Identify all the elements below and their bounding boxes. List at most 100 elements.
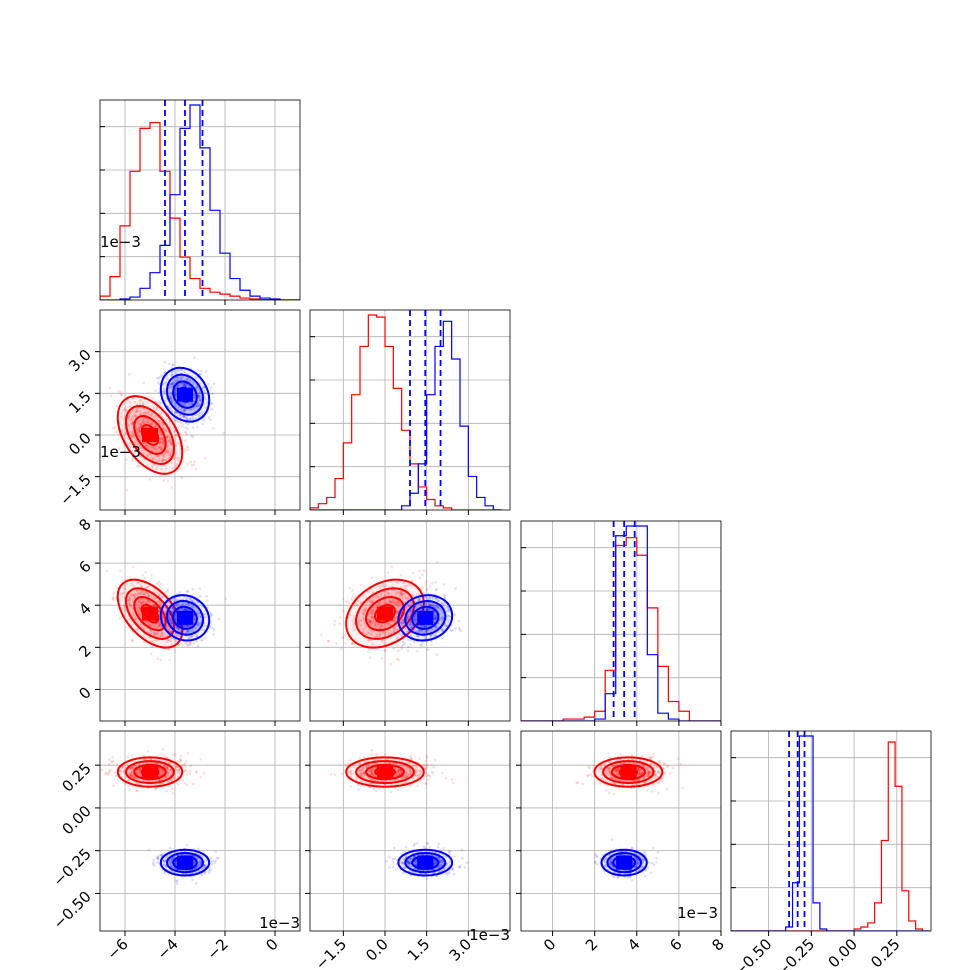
sample-point: [390, 614, 394, 617]
sample-point: [200, 639, 203, 642]
sample-point: [362, 594, 365, 597]
sample-point: [163, 859, 167, 863]
sample-point: [169, 386, 173, 389]
sample-point: [131, 397, 135, 400]
sample-point: [139, 424, 143, 427]
sample-point: [135, 789, 139, 793]
sample-point: [137, 427, 141, 430]
panel-frame: [520, 520, 722, 722]
sample-point: [363, 608, 366, 611]
sample-point: [193, 618, 196, 621]
red-histogram: [100, 121, 300, 300]
sample-point: [186, 448, 190, 452]
sample-point: [409, 622, 412, 626]
sample-point: [183, 769, 187, 773]
sample-point: [161, 437, 165, 441]
sample-point: [395, 609, 399, 613]
sample-point: [182, 602, 185, 606]
sample-point: [388, 600, 392, 604]
sample-point: [170, 382, 174, 385]
sample-point: [183, 762, 187, 765]
sample-point: [168, 383, 172, 387]
sample-point: [125, 458, 128, 462]
sample-point: [194, 468, 198, 471]
sample-point: [176, 420, 180, 424]
sample-point: [416, 650, 419, 653]
sample-point: [444, 622, 447, 626]
sample-point: [191, 782, 195, 786]
sample-point: [382, 639, 385, 642]
sample-point: [434, 615, 438, 618]
sample-point: [178, 604, 182, 607]
sample-point: [166, 627, 169, 631]
sample-point: [168, 762, 171, 765]
sample-point: [397, 649, 400, 653]
sample-point: [170, 442, 173, 446]
sample-point: [163, 370, 167, 374]
sample-point: [352, 614, 356, 618]
sample-point: [414, 600, 417, 603]
sample-point: [459, 629, 463, 632]
sample-point: [401, 618, 405, 622]
sample-point: [149, 623, 152, 626]
sample-point: [129, 772, 133, 775]
sample-point: [195, 626, 198, 630]
sample-point: [378, 632, 382, 636]
sample-point: [438, 607, 442, 611]
sample-point: [368, 619, 372, 623]
sample-point: [396, 610, 400, 614]
sample-point: [169, 382, 173, 386]
sample-point: [175, 462, 179, 466]
sample-point: [428, 624, 431, 627]
sample-point: [156, 856, 159, 859]
sample-point: [171, 792, 175, 795]
sample-point: [380, 593, 383, 596]
sample-point: [429, 603, 432, 607]
sample-point: [361, 611, 364, 615]
sample-point: [169, 407, 172, 410]
sample-point: [152, 446, 155, 449]
sample-point: [169, 617, 172, 620]
sample-point: [130, 594, 133, 598]
sample-point: [440, 602, 444, 606]
sample-point: [368, 619, 372, 623]
sample-point: [409, 626, 413, 630]
sample-point: [126, 755, 130, 759]
sample-point: [149, 624, 153, 627]
sample-point: [170, 599, 173, 602]
sample-point: [429, 602, 433, 606]
sample-point: [371, 642, 375, 646]
sample-point: [143, 421, 147, 425]
sample-point: [458, 628, 462, 631]
sample-point: [139, 422, 142, 426]
sample-point: [184, 439, 187, 443]
sample-point: [384, 631, 387, 635]
sample-point: [192, 382, 195, 385]
sample-point: [457, 626, 461, 630]
sample-point: [134, 602, 138, 605]
sample-point: [169, 440, 172, 444]
sample-point: [128, 405, 132, 408]
sample-point: [396, 610, 399, 613]
sample-point: [131, 435, 135, 438]
sample-point: [182, 408, 186, 412]
sample-point: [169, 630, 173, 634]
sample-point: [169, 442, 173, 445]
sample-point: [362, 627, 366, 631]
sample-point: [189, 401, 192, 404]
sample-point: [130, 593, 134, 596]
sample-point: [150, 456, 154, 460]
sample-point: [148, 761, 152, 765]
sample-point: [155, 407, 158, 411]
sample-point: [174, 404, 177, 408]
sample-point: [338, 622, 342, 625]
sample-point: [438, 612, 442, 616]
sample-point: [423, 624, 427, 627]
sample-point: [165, 765, 169, 768]
sample-point: [129, 418, 133, 422]
sample-point: [437, 605, 441, 608]
sample-point: [183, 608, 187, 611]
sample-point: [154, 787, 158, 791]
sample-point: [333, 623, 336, 626]
sample-point: [159, 771, 162, 774]
